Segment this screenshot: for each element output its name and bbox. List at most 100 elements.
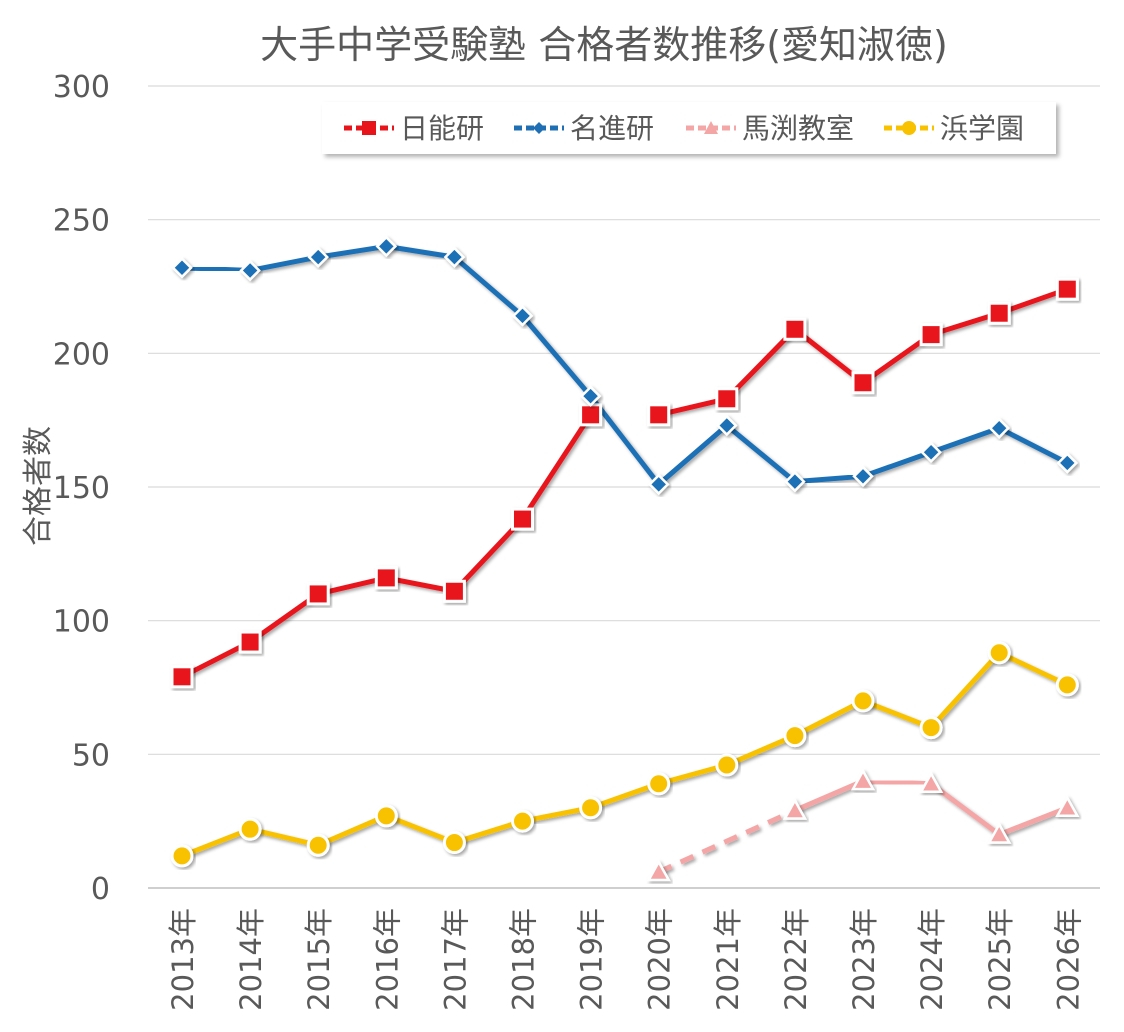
series-segment xyxy=(315,243,389,260)
series-segment xyxy=(928,425,1002,455)
data-point-square xyxy=(442,579,466,603)
series-segment xyxy=(657,808,796,875)
data-point-square xyxy=(919,323,943,347)
data-point-square xyxy=(170,665,194,689)
y-tick-label: 200 xyxy=(53,337,110,372)
series-line-日能研 xyxy=(179,286,1070,680)
y-axis-label: 合格者数 xyxy=(21,426,56,546)
data-point-circle xyxy=(715,753,739,777)
data-point-diamond xyxy=(1056,452,1079,474)
series-segment xyxy=(247,826,321,848)
x-tick-label: 2020年 xyxy=(643,908,677,1011)
data-point-square xyxy=(306,582,330,606)
y-tick-label: 0 xyxy=(91,872,110,907)
series-segment xyxy=(451,516,525,594)
x-tick-label: 2026年 xyxy=(1051,908,1085,1011)
x-tick-label: 2018年 xyxy=(507,908,541,1011)
x-tick-labels: 2013年 2014年 2015年 2016年 2017年 2018年 2019年 2020年… xyxy=(166,908,1085,1011)
legend-label: 名進研 xyxy=(570,112,654,145)
chart-title: 大手中学受験塾 合格者数推移(愛知淑徳) xyxy=(260,23,948,67)
data-point-triangle xyxy=(918,771,944,793)
series-segment xyxy=(451,254,525,319)
legend-item-馬渕教室: 馬渕教室 xyxy=(686,112,854,145)
series-segment xyxy=(247,254,321,273)
legend-label: 日能研 xyxy=(400,112,484,145)
y-tick-label: 250 xyxy=(53,204,110,239)
data-point-square xyxy=(783,317,807,341)
series-segment xyxy=(860,778,934,787)
data-point-diamond xyxy=(171,257,193,279)
data-point-circle xyxy=(851,689,875,713)
series-segment xyxy=(996,425,1070,466)
y-tick-label: 300 xyxy=(53,70,110,105)
x-tick-label: 2024年 xyxy=(915,908,949,1011)
data-point-triangle xyxy=(646,859,671,882)
y-tick-label: 150 xyxy=(53,471,110,506)
data-point-circle xyxy=(442,831,466,855)
series-markers-浜学園 xyxy=(170,641,1079,868)
series-markers-馬渕教室 xyxy=(646,768,1080,882)
x-tick-label: 2016年 xyxy=(370,908,404,1011)
data-point-triangle xyxy=(1055,795,1080,818)
data-point-circle xyxy=(374,804,398,828)
data-point-circle xyxy=(987,641,1011,665)
x-tick-label: 2022年 xyxy=(779,908,813,1011)
data-point-diamond xyxy=(375,235,398,258)
series-markers-日能研 xyxy=(170,277,1079,689)
series-segment xyxy=(724,423,798,485)
data-point-circle xyxy=(647,772,671,796)
data-point-diamond xyxy=(852,465,874,488)
data-point-diamond xyxy=(239,259,261,282)
y-tick-labels: 0 50 100 150 200 250 300 xyxy=(53,70,110,907)
data-point-circle xyxy=(238,817,262,841)
x-tick-label: 2017年 xyxy=(438,908,472,1011)
y-tick-label: 100 xyxy=(53,605,110,640)
series-segment xyxy=(792,698,866,739)
legend: 日能研 名進研 馬渕教室 浜学園 xyxy=(322,102,1056,154)
x-tick-label: 2015年 xyxy=(302,908,336,1011)
legend-label: 馬渕教室 xyxy=(742,112,854,145)
series-segment xyxy=(520,313,594,399)
series-segment xyxy=(383,243,457,260)
series-segment xyxy=(656,423,730,487)
data-point-square xyxy=(1055,277,1079,301)
series-segment xyxy=(520,805,594,824)
data-point-diamond xyxy=(511,305,534,327)
data-point-square xyxy=(374,566,398,590)
legend-label: 浜学園 xyxy=(940,112,1024,145)
data-point-square xyxy=(238,630,262,654)
data-point-diamond xyxy=(784,470,806,493)
x-tick-label: 2023年 xyxy=(847,908,881,1011)
data-point-diamond xyxy=(920,441,942,464)
series-segment xyxy=(792,778,866,813)
series-line-浜学園 xyxy=(179,650,1070,859)
series-segment xyxy=(179,265,253,273)
data-point-diamond xyxy=(579,385,602,407)
data-point-triangle xyxy=(850,768,876,791)
series-segment xyxy=(996,650,1070,688)
series-segment xyxy=(383,813,457,846)
data-point-square xyxy=(511,507,534,531)
data-point-square xyxy=(579,403,603,427)
legend-marker-triangle xyxy=(704,121,718,134)
data-point-diamond xyxy=(988,417,1010,439)
data-point-triangle xyxy=(782,797,808,820)
series-segment xyxy=(315,813,389,848)
legend-marker-diamond xyxy=(533,122,545,134)
data-point-circle xyxy=(783,724,807,748)
series-segment xyxy=(520,412,594,522)
series-segment xyxy=(724,326,798,402)
x-tick-label: 2019年 xyxy=(575,908,609,1011)
series-line-馬渕教室 xyxy=(657,778,1070,875)
series-segment xyxy=(588,781,662,811)
data-point-square xyxy=(851,371,875,395)
data-point-diamond xyxy=(443,246,466,268)
legend-marker-circle xyxy=(902,121,916,135)
series-segment xyxy=(928,650,1002,731)
data-point-circle xyxy=(1055,673,1079,697)
data-point-square xyxy=(647,403,671,427)
x-tick-label: 2021年 xyxy=(711,908,745,1011)
legend-item-日能研: 日能研 xyxy=(344,112,484,145)
